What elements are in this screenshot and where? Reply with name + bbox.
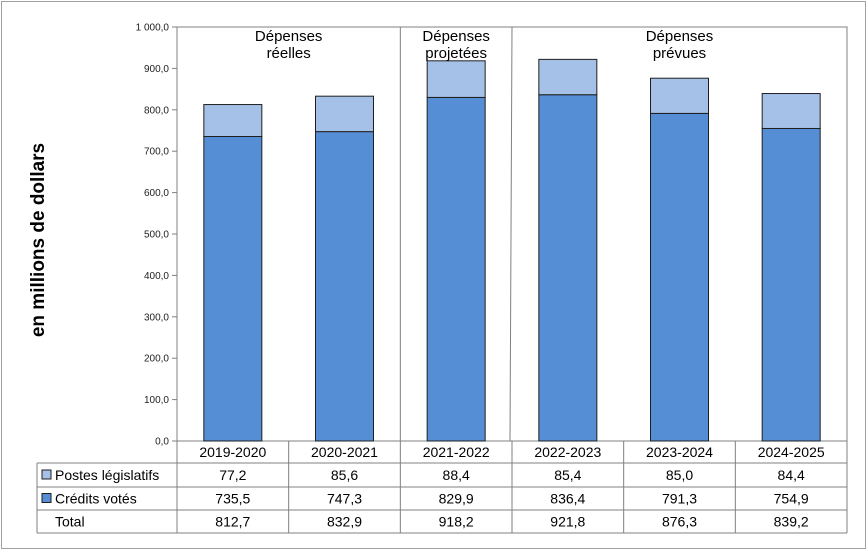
data-table-value: 836,4 <box>550 491 585 507</box>
x-tick-label: 2023-2024 <box>646 444 713 460</box>
y-axis-label: en millions de dollars <box>28 143 49 337</box>
period-annotation: Dépenses <box>255 28 323 45</box>
bar-credits-votes <box>426 96 486 442</box>
data-table-value: 747,3 <box>327 491 362 507</box>
legend-postes-legislatifs: Postes législatifs <box>55 467 159 483</box>
bar-postes-legislatifs <box>761 93 821 129</box>
data-table-value: 829,9 <box>439 491 474 507</box>
x-tick-label: 2022-2023 <box>534 444 601 460</box>
data-table-value: 85,4 <box>554 467 581 483</box>
legend-swatch <box>41 493 52 503</box>
data-table-value: 832,9 <box>327 514 362 530</box>
bar-postes-legislatifs <box>538 58 598 96</box>
y-tick-label: 800,0 <box>144 105 169 116</box>
y-tick-label: 0,0 <box>155 437 169 448</box>
y-tick-label: 100,0 <box>144 395 169 406</box>
period-separator <box>509 26 513 442</box>
y-tick-label: 1 000,0 <box>136 23 170 34</box>
period-annotation: Dépenses <box>422 28 490 45</box>
x-tick-label: 2024-2025 <box>758 444 825 460</box>
bar-credits-votes <box>761 127 821 442</box>
legend-total: Total <box>55 514 85 530</box>
y-tick-label: 200,0 <box>144 354 169 365</box>
period-annotation: réelles <box>267 45 311 62</box>
bar-credits-votes <box>315 131 374 442</box>
bar-credits-votes <box>650 112 709 442</box>
period-annotation: prévues <box>653 45 706 62</box>
data-table-value: 85,6 <box>331 467 358 483</box>
data-table-value: 876,3 <box>662 514 697 530</box>
period-annotation: Dépenses <box>646 28 714 45</box>
y-tick-label: 700,0 <box>144 147 169 158</box>
data-table-value: 791,3 <box>662 491 697 507</box>
data-table-value: 918,2 <box>439 514 474 530</box>
y-tick-label: 300,0 <box>144 312 169 323</box>
y-tick-label: 400,0 <box>144 271 169 282</box>
bar-postes-legislatifs <box>203 104 263 138</box>
y-tick-label: 500,0 <box>144 230 169 241</box>
data-table-value: 735,5 <box>215 491 250 507</box>
bar-postes-legislatifs <box>426 60 486 98</box>
x-tick-label: 2020-2021 <box>311 444 378 460</box>
y-tick-label: 600,0 <box>144 188 169 199</box>
bar-credits-votes <box>203 136 263 442</box>
data-table-value: 84,4 <box>778 467 805 483</box>
period-annotation: projetées <box>425 45 487 62</box>
bar-postes-legislatifs <box>315 95 374 133</box>
legend-swatch <box>41 469 52 480</box>
data-table-value: 85,0 <box>666 467 693 483</box>
data-table-value: 839,2 <box>774 514 809 530</box>
data-table-value: 921,8 <box>550 514 585 530</box>
x-tick-label: 2021-2022 <box>423 444 490 460</box>
y-tick-label: 900,0 <box>144 64 169 75</box>
data-table-value: 77,2 <box>219 467 246 483</box>
bar-postes-legislatifs <box>650 77 709 114</box>
data-table-value: 812,7 <box>215 514 250 530</box>
data-table-value: 754,9 <box>774 491 809 507</box>
bar-credits-votes <box>538 94 598 442</box>
legend-credits-votes: Crédits votés <box>55 491 137 507</box>
x-tick-label: 2019-2020 <box>199 444 266 460</box>
data-table-value: 88,4 <box>443 467 470 483</box>
